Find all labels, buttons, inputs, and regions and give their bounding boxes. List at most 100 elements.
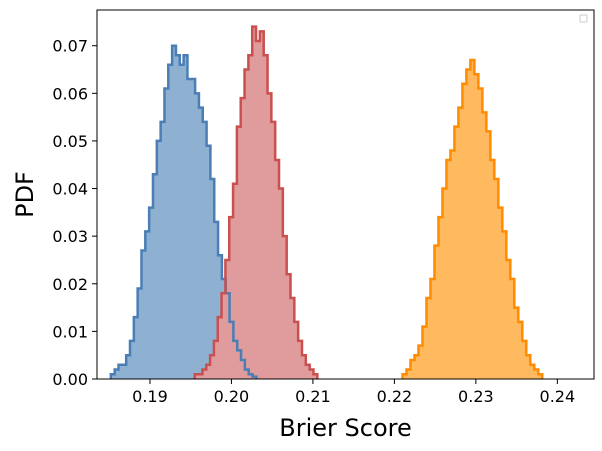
bars-layer (110, 26, 543, 380)
histogram-bar-series-1 (160, 121, 165, 379)
histogram-bar-series-3 (414, 355, 419, 379)
histogram-bar-series-2 (309, 369, 314, 379)
histogram-bar-series-2 (229, 217, 234, 379)
histogram-bar-series-3 (402, 374, 407, 379)
histogram-bar-series-3 (406, 369, 411, 379)
histogram-bar-series-3 (522, 340, 527, 379)
histogram-bar-series-2 (217, 317, 222, 379)
histogram-bar-series-3 (498, 207, 503, 379)
histogram-bar-series-2 (221, 293, 226, 379)
y-tick-label: 0.02 (52, 275, 88, 294)
x-tick-label: 0.23 (458, 387, 494, 406)
histogram-bar-series-3 (502, 231, 507, 379)
histogram-bar-series-2 (225, 259, 230, 379)
x-tick-label: 0.20 (214, 387, 250, 406)
histogram-bar-series-2 (267, 93, 272, 380)
histogram-bar-series-1 (149, 207, 154, 379)
y-tick-label: 0.00 (52, 370, 88, 389)
histogram-bar-series-2 (305, 364, 310, 379)
histogram-bar-series-3 (526, 355, 531, 379)
y-tick-label: 0.04 (52, 180, 88, 199)
histogram-bar-series-1 (118, 364, 123, 379)
histogram-bar-series-1 (187, 79, 192, 380)
histogram-bar-series-1 (137, 288, 142, 379)
histogram-bar-series-1 (141, 250, 146, 379)
x-tick-label: 0.19 (132, 387, 168, 406)
histogram-bar-series-3 (530, 364, 535, 379)
histogram-bar-series-1 (156, 140, 161, 379)
histogram-bar-series-1 (172, 45, 177, 379)
histogram-bar-series-3 (410, 359, 415, 379)
histogram-bar-series-1 (206, 145, 211, 379)
histogram-bar-series-3 (470, 59, 475, 379)
histogram-bar-series-2 (248, 55, 253, 379)
histogram-bar-series-3 (454, 126, 459, 379)
x-tick-label: 0.21 (295, 387, 331, 406)
histogram-bar-series-3 (434, 245, 439, 379)
histogram-bar-series-3 (422, 326, 427, 379)
histogram-bar-series-2 (301, 355, 307, 379)
histogram-bar-series-3 (510, 279, 515, 379)
histogram-bar-series-1 (122, 364, 127, 379)
histogram-bar-series-3 (462, 83, 467, 380)
histogram-bar-series-1 (129, 340, 135, 379)
histogram-bar-series-3 (518, 321, 523, 379)
histogram-bar-series-2 (313, 374, 318, 379)
histogram-bar-series-3 (474, 74, 479, 380)
ticks-layer: 0.19 0.20 0.21 0.22 0.23 0.24 0.00 0.01 0.02 0.03… (52, 37, 575, 406)
y-tick-label: 0.03 (52, 227, 88, 246)
histogram-bar-series-1 (183, 55, 188, 379)
histogram-bar-series-3 (478, 88, 483, 380)
histogram-bar-series-2 (244, 69, 249, 380)
histogram-bar-series-1 (179, 64, 184, 380)
histogram-bar-series-2 (202, 369, 207, 379)
histogram-bar-series-3 (486, 131, 491, 379)
histogram-bar-series-3 (490, 159, 495, 379)
histogram-bar-series-1 (110, 374, 115, 379)
histogram-bar-series-2 (290, 298, 295, 379)
y-tick-label: 0.06 (52, 84, 88, 103)
histogram-bar-series-1 (202, 121, 207, 379)
histogram-bar-series-1 (191, 79, 196, 380)
x-tick-label: 0.22 (377, 387, 413, 406)
y-tick-label: 0.05 (52, 132, 88, 151)
histogram-bar-series-2 (275, 159, 280, 379)
histogram-bar-series-2 (263, 55, 268, 379)
steps-layer (109, 25, 544, 379)
histogram-bar-series-1 (168, 64, 173, 380)
histogram-bar-series-3 (458, 107, 463, 380)
histogram-bar-series-1 (175, 55, 181, 379)
histogram-bar-series-3 (450, 150, 455, 379)
histogram-bar-series-3 (506, 259, 511, 379)
histogram-bar-series-1 (195, 93, 200, 380)
axes-frame (96, 9, 595, 380)
histogram-bar-series-2 (240, 98, 245, 380)
histogram-bar-series-1 (152, 174, 158, 379)
histogram-bar-series-2 (271, 121, 276, 379)
histogram-bar-series-2 (194, 374, 199, 379)
histogram-bar-series-2 (259, 31, 264, 379)
histogram-outline-series-3 (401, 58, 544, 379)
histogram-bar-series-2 (252, 26, 257, 379)
histogram-bar-series-3 (534, 369, 539, 379)
histogram-bar-series-2 (256, 40, 261, 379)
histogram-bar-series-2 (198, 374, 203, 379)
histogram-bar-series-2 (233, 183, 238, 379)
histogram-bar-series-3 (446, 159, 451, 379)
x-axis-label: Brier Score (279, 414, 411, 442)
histogram-bar-series-1 (145, 231, 150, 379)
histogram-bar-series-1 (214, 221, 219, 379)
histogram-bar-series-2 (279, 188, 284, 379)
histogram-bar-series-3 (438, 217, 443, 379)
histogram-bar-series-1 (198, 107, 204, 380)
histogram-bar-series-1 (210, 179, 215, 379)
y-tick-label: 0.01 (52, 322, 88, 341)
histogram-bar-series-2 (286, 274, 291, 379)
histogram-bar-series-1 (126, 355, 131, 379)
histogram-bar-series-3 (482, 112, 487, 380)
histogram-bar-series-3 (418, 345, 423, 379)
histogram-bar-series-3 (494, 179, 499, 379)
